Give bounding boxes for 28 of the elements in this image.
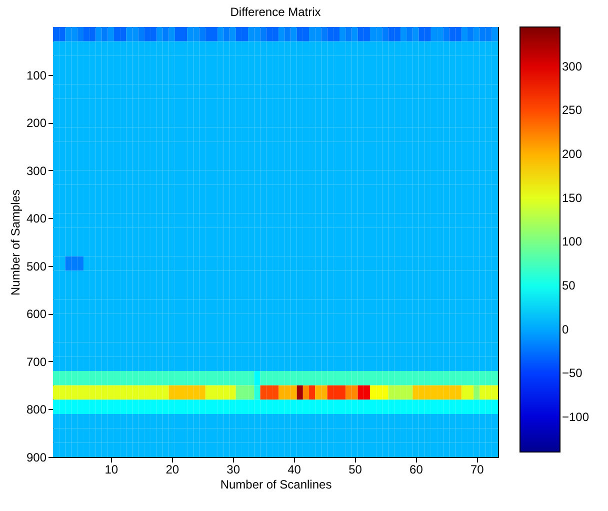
color-bar-label: 200 — [562, 147, 582, 162]
y-tick-label: 500 — [26, 259, 47, 274]
color-bar-label: 100 — [562, 234, 582, 249]
y-tick-label: 100 — [26, 68, 47, 82]
x-tick-label: 10 — [104, 462, 118, 476]
color-bar-label: 150 — [562, 190, 582, 205]
x-tick-label: 30 — [226, 462, 240, 476]
color-bar-label: 50 — [562, 278, 576, 293]
x-tick-label: 60 — [410, 462, 424, 476]
y-axis-title: Number of Samples — [8, 189, 22, 296]
x-tick-label: 50 — [348, 462, 362, 476]
chart-title: Difference Matrix — [230, 5, 321, 19]
y-tick-label: 300 — [26, 164, 47, 178]
x-tick-label: 20 — [166, 462, 180, 476]
x-axis-title: Number of Scanlines — [220, 478, 332, 492]
color-bar-label: −50 — [562, 366, 583, 380]
y-tick-label: 200 — [26, 116, 47, 130]
y-tick-label: 600 — [26, 307, 47, 322]
y-tick-label: 400 — [26, 212, 47, 226]
y-tick-label: 700 — [26, 354, 47, 369]
x-tick-label: 40 — [288, 462, 302, 476]
y-tick-label: 900 — [26, 450, 47, 464]
color-bar-label: 250 — [562, 103, 582, 118]
color-bar-label: −100 — [562, 410, 590, 424]
x-tick-label: 70 — [470, 462, 484, 476]
color-bar-label: 300 — [562, 59, 582, 74]
color-bar-label: 0 — [562, 322, 569, 336]
y-tick-label: 800 — [26, 402, 47, 417]
